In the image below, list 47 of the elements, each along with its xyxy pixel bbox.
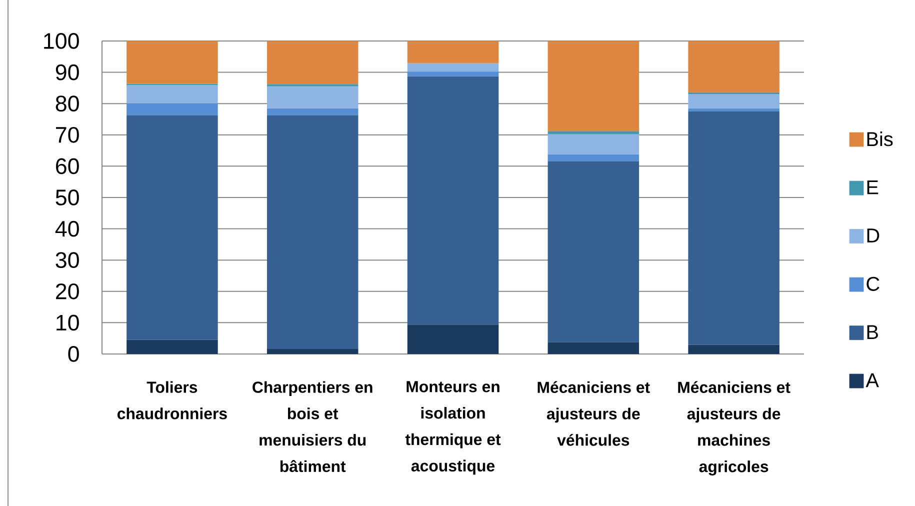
y-tick-label: 100: [44, 33, 79, 49]
y-tick-label: 20: [56, 283, 79, 300]
y-tick-label: 70: [56, 126, 79, 143]
x-tick-label: Charpentiers en bois et menuisiers du bâtiment: [252, 381, 372, 472]
bar: [126, 340, 218, 354]
bar: [688, 344, 780, 354]
bar: [126, 40, 218, 84]
bar: [548, 161, 640, 342]
x-tick-label: Mécaniciens et ajusteurs de machines agricoles: [678, 381, 790, 476]
y-tick-label: 10: [56, 314, 79, 331]
bar: [688, 94, 780, 108]
bar: [266, 86, 358, 108]
bar: [407, 63, 499, 72]
bar: [548, 134, 640, 154]
legend-label: C: [866, 276, 880, 291]
bar: [407, 72, 499, 76]
bar: [688, 40, 780, 92]
bar: [126, 103, 218, 116]
y-tick-label: 30: [56, 252, 79, 268]
bar: [266, 348, 358, 354]
x-tick-label: Toliers chaudronniers: [117, 381, 227, 420]
bar: [266, 115, 358, 349]
legend-label: Bis: [867, 132, 893, 146]
bar: [407, 40, 499, 64]
legend-label: D: [867, 228, 880, 242]
x-tick-label: Monteurs en isolation thermique et acoustique: [405, 381, 501, 475]
y-tick-label: 90: [56, 64, 79, 80]
bar: [126, 115, 218, 340]
legend-label: B: [867, 325, 878, 339]
y-tick-label: 50: [56, 190, 79, 206]
bar: [407, 76, 499, 325]
y-tick-label: 40: [55, 220, 79, 237]
bar: [548, 154, 640, 162]
legend-label: E: [867, 180, 878, 194]
bar: [548, 40, 640, 132]
bar: [266, 40, 358, 84]
bar: [266, 108, 358, 116]
x-tick-label: Mécaniciens et ajusteurs de véhicules: [538, 381, 650, 446]
bar: [407, 324, 499, 354]
bar: [688, 111, 780, 345]
y-tick-label: 0: [68, 346, 79, 362]
bar: [126, 85, 218, 104]
legend-label: A: [866, 373, 879, 388]
y-tick-label: 60: [56, 158, 79, 174]
y-tick-label: 80: [56, 96, 79, 112]
bar: [548, 342, 640, 354]
bar: [548, 131, 640, 134]
